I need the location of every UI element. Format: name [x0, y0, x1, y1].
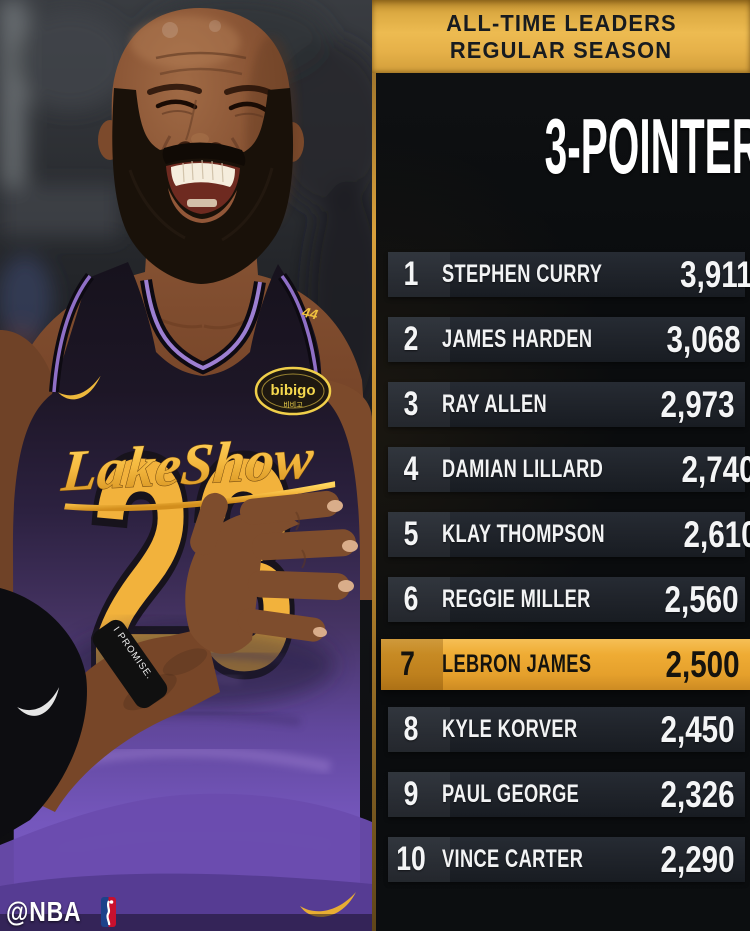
- leaderboard-rows: 1 STEPHEN CURRY 3,911 2 JAMES HARDEN 3,0…: [381, 252, 750, 882]
- shorts-swoosh-icon: [300, 892, 356, 917]
- leaderboard-row: 2 JAMES HARDEN 3,068: [388, 317, 745, 362]
- row-value: 2,450: [660, 708, 735, 750]
- banner-line-1: ALL-TIME LEADERS: [445, 9, 677, 36]
- bibigo-text: bibigo: [271, 382, 316, 399]
- row-rank: 9: [403, 775, 419, 813]
- leaderboard-row: 10 VINCE CARTER 2,290: [388, 837, 745, 882]
- fingers: [237, 490, 358, 642]
- row-player-name: RAY ALLEN: [442, 390, 548, 418]
- row-value: 2,973: [660, 383, 735, 425]
- row-player-name: STEPHEN CURRY: [442, 260, 603, 288]
- gold-divider: [372, 0, 376, 931]
- leaderboard-row-highlighted: 7 LEBRON JAMES 2,500: [381, 639, 750, 690]
- leaderboard-row: 8 KYLE KORVER 2,450: [388, 707, 745, 752]
- leaderboard-row: 1 STEPHEN CURRY 3,911: [388, 252, 750, 297]
- row-rank: 1: [403, 255, 419, 293]
- row-rank: 3: [403, 385, 419, 423]
- nba-logo-icon: [100, 897, 116, 927]
- shoulder-number: 44: [300, 303, 320, 322]
- leaderboard-row: 3 RAY ALLEN 2,973: [388, 382, 745, 427]
- row-value: 2,740: [681, 448, 750, 490]
- row-value: 2,290: [660, 838, 735, 880]
- leaderboard-row: 4 DAMIAN LILLARD 2,740: [388, 447, 750, 492]
- row-player-name: DAMIAN LILLARD: [442, 455, 604, 483]
- leaderboard-panel: ALL-TIME LEADERS REGULAR SEASON 3-POINTE…: [372, 0, 750, 931]
- jersey-wordmark: LakeShow: [25, 425, 336, 512]
- row-player-name: JAMES HARDEN: [442, 325, 593, 353]
- jersey-bottom: [0, 793, 372, 931]
- row-rank: 10: [396, 840, 426, 878]
- row-value: 2,326: [660, 773, 735, 815]
- player-photo: 44 bibigo 비비고 23: [0, 0, 372, 931]
- banner: ALL-TIME LEADERS REGULAR SEASON: [372, 0, 750, 73]
- banner-line-2: REGULAR SEASON: [449, 36, 673, 63]
- player-head: [98, 8, 304, 284]
- row-player-name: PAUL GEORGE: [442, 780, 580, 808]
- smiling-mouth: [162, 142, 246, 223]
- leaderboard-row: 5 KLAY THOMPSON 2,610: [388, 512, 750, 557]
- row-player-name: REGGIE MILLER: [442, 585, 591, 613]
- row-player-name: KYLE KORVER: [442, 715, 578, 743]
- leaderboard-row: 9 PAUL GEORGE 2,326: [388, 772, 745, 817]
- wordmark-text: LakeShow: [58, 425, 317, 503]
- bibigo-korean-text: 비비고: [283, 400, 303, 409]
- watermark-handle: @NBA: [6, 896, 82, 927]
- row-player-name: KLAY THOMPSON: [442, 520, 605, 548]
- player-illustration: 44 bibigo 비비고 23: [0, 0, 372, 931]
- nike-swoosh-icon: [58, 375, 101, 400]
- arm-and-hand: I PROMISE.: [0, 490, 358, 838]
- row-value: 2,560: [664, 578, 739, 620]
- sleeve-swoosh-icon: [17, 687, 60, 716]
- row-value: 3,911: [679, 253, 750, 295]
- leaderboard-row: 6 REGGIE MILLER 2,560: [388, 577, 745, 622]
- row-rank: 6: [403, 580, 419, 618]
- row-rank: 5: [403, 515, 419, 553]
- row-rank: 2: [403, 320, 419, 358]
- page-title: 3-POINTERS MADE: [544, 102, 750, 190]
- row-player-name: VINCE CARTER: [442, 845, 584, 873]
- row-player-name: LEBRON JAMES: [442, 650, 592, 678]
- row-value: 2,500: [665, 643, 740, 685]
- row-rank: 8: [403, 710, 419, 748]
- row-value: 3,068: [666, 318, 741, 360]
- row-rank: 4: [403, 450, 419, 488]
- bibigo-logo: bibigo 비비고: [254, 366, 332, 416]
- row-rank: 7: [400, 645, 415, 683]
- row-value: 2,610: [683, 513, 750, 555]
- watermark: @NBA: [6, 896, 116, 928]
